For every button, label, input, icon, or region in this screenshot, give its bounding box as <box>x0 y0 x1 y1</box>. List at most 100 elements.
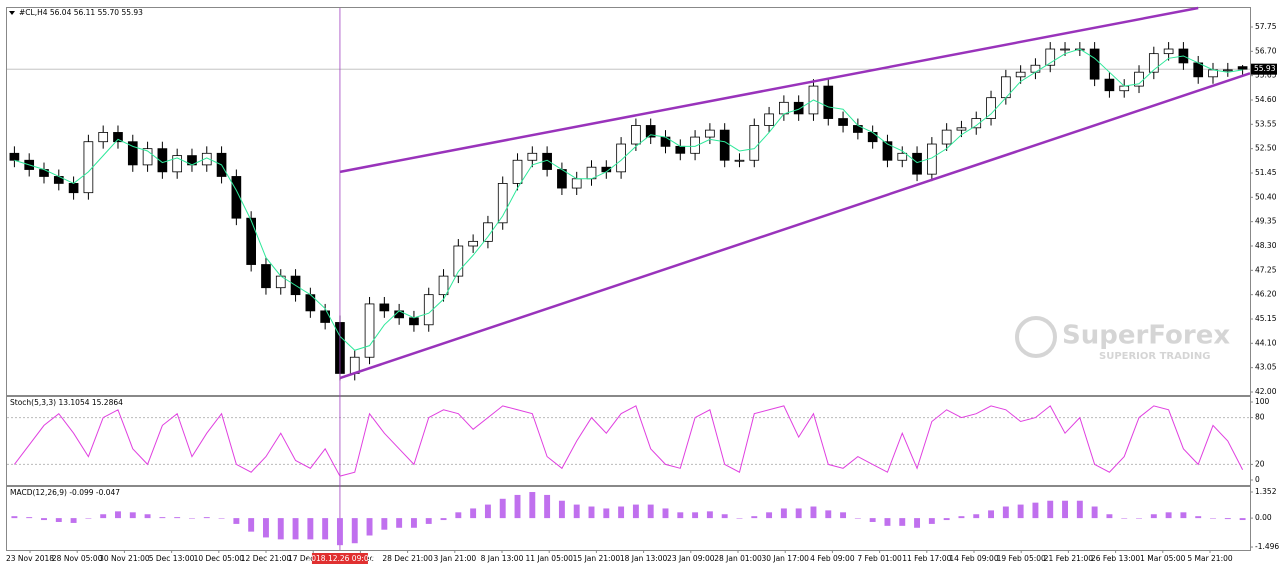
y-tick-label: 43.05 <box>1255 363 1277 372</box>
macd-bar <box>751 516 758 519</box>
y-tick-label: 53.55 <box>1255 119 1277 128</box>
macd-bar <box>973 514 980 519</box>
macd-bar <box>943 518 950 521</box>
candle-body <box>645 125 656 138</box>
macd-bar <box>677 512 684 519</box>
candle-body <box>142 148 153 166</box>
x-tick-label: 14 Feb 09:00 <box>949 554 998 563</box>
macd-bar <box>544 494 551 519</box>
candle-body <box>127 141 138 166</box>
candle-body <box>201 152 212 166</box>
macd-bar <box>174 517 181 519</box>
macd-bar <box>1062 500 1068 519</box>
candle-body <box>1237 66 1248 70</box>
x-tick-label: 28 Nov 05:00 <box>52 554 103 563</box>
macd-bar <box>1210 518 1216 519</box>
macd-bar <box>159 517 166 519</box>
macd-bar <box>588 506 595 519</box>
macd-bar <box>514 494 521 519</box>
x-tick-label: 5 Dec 13:00 <box>149 554 195 563</box>
x-tick-label: 11 Jan 05:00 <box>525 554 573 563</box>
macd-bar <box>529 492 536 519</box>
candle-body <box>1148 53 1159 73</box>
macd-bar <box>366 518 373 536</box>
macd-bar <box>440 518 447 521</box>
candle-body <box>246 217 257 265</box>
macd-bar <box>322 518 329 540</box>
macd-bar <box>307 518 314 540</box>
macd-bar <box>55 518 62 522</box>
macd-bar <box>692 512 699 519</box>
candle-body <box>1015 71 1026 78</box>
macd-bar <box>455 512 462 519</box>
macd-bar <box>203 517 210 519</box>
candle-body <box>68 183 79 194</box>
macd-bar <box>277 518 284 540</box>
y-tick-label: 51.45 <box>1255 168 1277 177</box>
macd-bar <box>914 518 921 528</box>
macd-bar <box>336 518 343 546</box>
watermark-subtext: SUPERIOR TRADING <box>1099 351 1210 362</box>
stoch-title: Stoch(5,3,3) 13.1054 15.2864 <box>10 398 123 407</box>
macd-bar <box>1239 518 1246 521</box>
candle-body <box>971 118 982 129</box>
candle-body <box>631 125 641 145</box>
macd-bar <box>381 518 388 530</box>
candle-body <box>379 303 390 312</box>
candle-body <box>320 310 330 323</box>
candle-body <box>9 152 20 161</box>
x-tick-label: 11 Feb 17:00 <box>902 554 951 563</box>
candle-body <box>897 152 908 161</box>
price-panel <box>6 7 1251 396</box>
candle-body <box>98 132 109 143</box>
macd-bar <box>899 518 906 526</box>
y-tick-label: 42.00 <box>1255 387 1277 396</box>
y-tick-label: 100 <box>1255 397 1270 406</box>
y-tick-label: 54.60 <box>1255 95 1277 104</box>
candle-body <box>838 118 848 126</box>
macd-bar <box>26 517 33 519</box>
y-tick-label: 0 <box>1255 475 1260 484</box>
macd-bar <box>410 518 417 528</box>
macd-bar <box>248 518 255 532</box>
candle-body <box>1089 48 1100 80</box>
macd-bar <box>484 504 491 519</box>
candle-body <box>912 152 922 175</box>
stoch-panel <box>6 396 1251 486</box>
macd-title: MACD(12,26,9) -0.099 -0.047 <box>10 488 120 497</box>
macd-bar <box>1150 514 1157 519</box>
x-tick-label: 30 Jan 17:00 <box>761 554 809 563</box>
macd-bar <box>1136 518 1142 519</box>
macd-bar <box>470 508 477 519</box>
candle-body <box>616 143 626 173</box>
crosshair-label: 2018.12.26 09:00 <box>306 554 373 563</box>
macd-bar <box>189 518 195 519</box>
y-tick-label: 47.25 <box>1255 265 1277 274</box>
candle-body <box>764 113 774 126</box>
x-tick-label: 1 Mar 05:00 <box>1140 554 1186 563</box>
candle-body <box>1163 48 1174 55</box>
candle-body <box>364 303 375 358</box>
x-tick-label: 23 Nov 2018 <box>6 554 54 563</box>
menu-arrow[interactable] <box>9 11 15 15</box>
candle-body <box>1208 69 1218 78</box>
macd-bar <box>115 511 121 519</box>
x-tick-label: 12 Dec 21:00 <box>241 554 292 563</box>
crosshair-label-bg <box>311 553 368 564</box>
candle-body <box>941 129 952 145</box>
x-tick-label: 28 Dec 21:00 <box>382 554 433 563</box>
macd-bar <box>1076 500 1083 519</box>
macd-bar <box>425 518 432 524</box>
y-tick-label: 1.352 <box>1255 487 1277 496</box>
y-tick-label: 57.75 <box>1255 22 1277 31</box>
candle-body <box>734 159 745 162</box>
candle-body <box>172 155 183 173</box>
candle-body <box>468 240 478 247</box>
candle-body <box>571 178 582 189</box>
y-tick-label: 0.00 <box>1255 513 1272 522</box>
x-tick-label: 5 Mar 21:00 <box>1187 554 1233 563</box>
macd-bar <box>928 518 935 524</box>
y-tick-label: 20 <box>1255 459 1265 468</box>
